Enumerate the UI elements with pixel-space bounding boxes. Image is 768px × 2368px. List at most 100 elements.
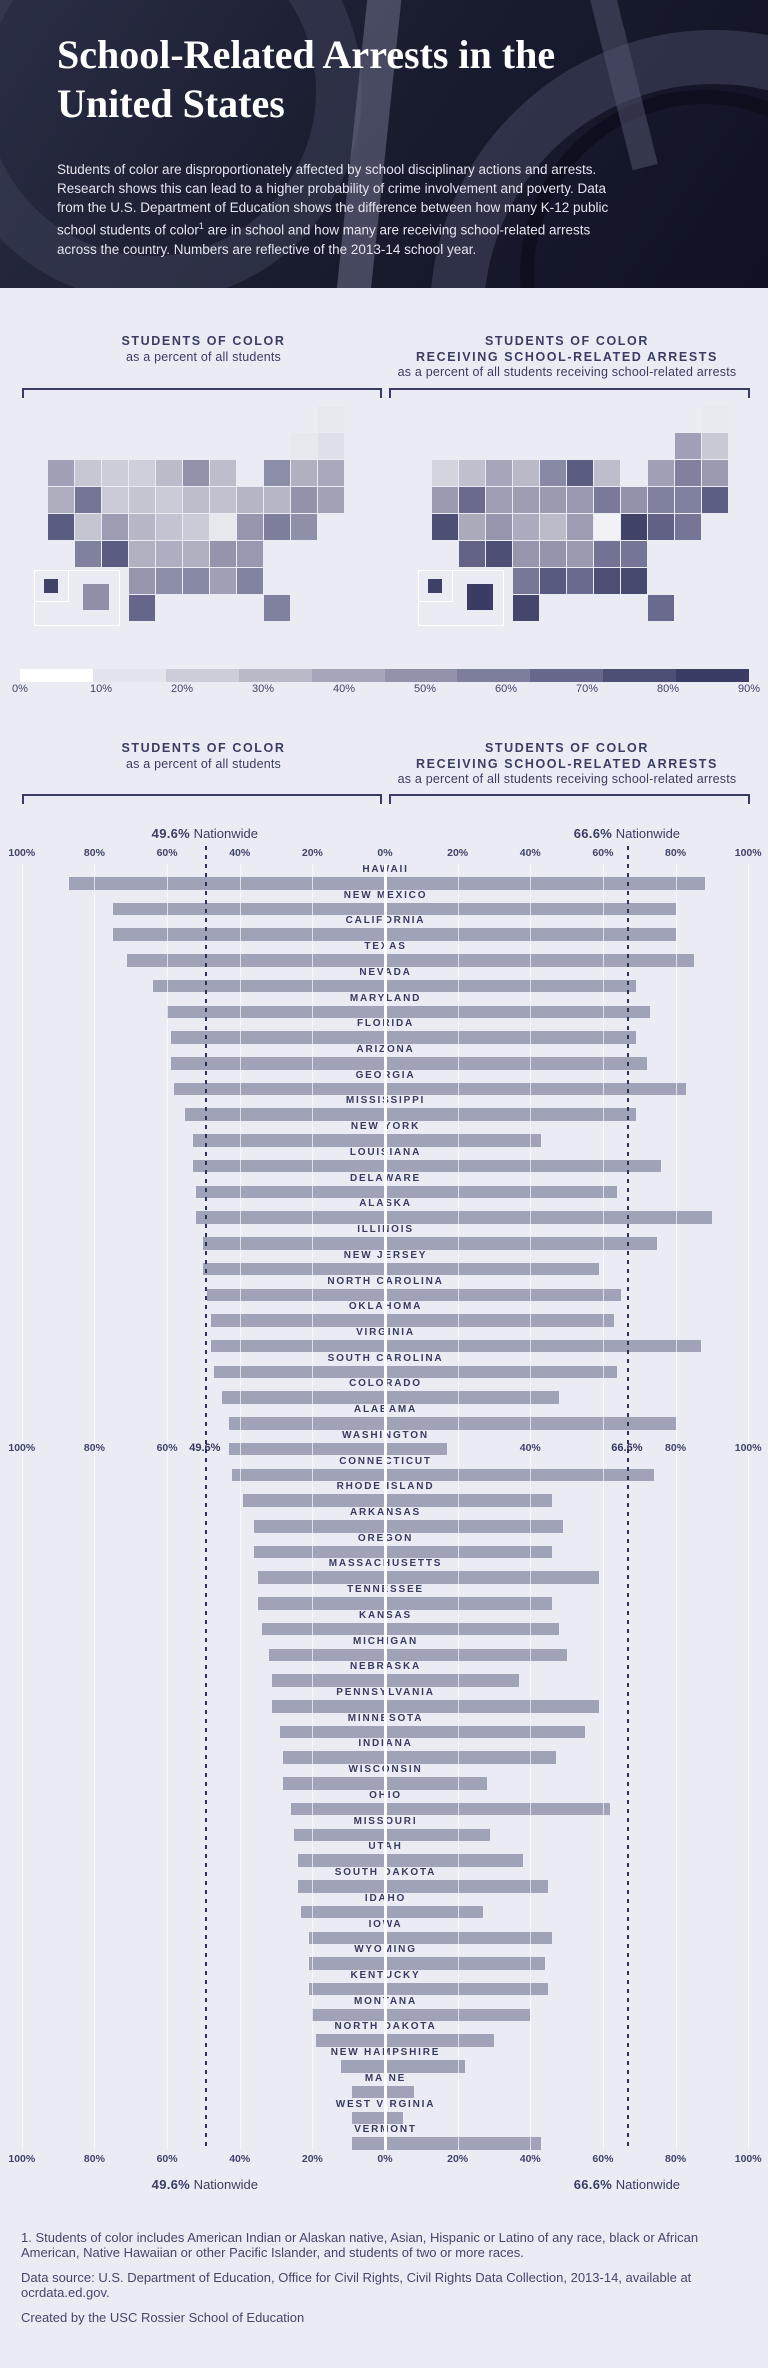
legend-swatch [603,669,677,682]
map-tile-md [264,514,290,540]
map-tile-nh [318,433,344,459]
map-tile-ia [540,487,566,513]
map-tile-ct [318,487,344,513]
bar-arrests [385,1854,524,1867]
intro-text: Students of color are disproportionately… [57,162,609,238]
legend-swatch [676,669,750,682]
map-tile-ar [540,541,566,567]
axis-tick-label: 100% [8,1442,36,1454]
map-tile-in [567,487,593,513]
gridline [239,864,241,2150]
bar-arrests [385,1700,600,1713]
map-tile-vt [291,433,317,459]
bar-students-of-color [210,1339,385,1353]
map-tile-ct [702,487,728,513]
bar-students-of-color [112,902,385,916]
gridline [457,864,459,2150]
axis-tick-label: 60% [592,2153,614,2165]
gridline [94,864,96,2150]
bar-arrests [385,2111,404,2125]
bar-arrests [385,2060,465,2073]
axis-tick-label: 80% [665,847,687,859]
bar-students-of-color [167,1005,385,1019]
bar-students-of-color [283,1777,385,1790]
bar-students-of-color [232,1468,385,1482]
map-tile-ri [702,460,728,486]
map-tile-mn [156,460,182,486]
gridline [530,864,532,2150]
map-tile-ak [467,584,493,610]
legend-swatch [165,669,239,682]
map-tile-de [291,514,317,540]
legend-swatch [457,669,531,682]
legend-tick-label: 0% [12,683,28,695]
diverging-bar-chart: 49.6% Nationwide 66.6% Nationwide 100% 80… [8,800,761,2200]
map-tile-de [675,514,701,540]
bar-students-of-color [196,1211,385,1224]
axis-tick-label: 60% [592,847,614,859]
bar-students-of-color [207,1288,385,1302]
hawaii-inset-cell [35,571,69,602]
axis-tick-label: 80% [83,847,105,859]
bar-arrests [385,1005,651,1019]
map-tile-ks [129,541,155,567]
map-tile-id [459,460,485,486]
map-right-title-line2: RECEIVING SCHOOL-RELATED ARRESTS [416,349,718,364]
chart-right-title: STUDENTS OF COLOR [484,741,649,755]
map-tile-ny [648,460,674,486]
map-tile-al [594,568,620,594]
bar-students-of-color [196,1185,385,1199]
bar-students-of-color [316,2034,385,2047]
nationwide-dashed-line-left [204,846,207,2151]
axis-tick-label: 66.6% [611,1442,643,1454]
bar-arrests [385,1468,654,1482]
bar-students-of-color [308,1957,385,1970]
map-tile-in [183,487,209,513]
bar-arrests [385,1880,549,1893]
bar-arrests [385,1520,563,1533]
bar-students-of-color [203,1262,385,1276]
map-tile-wv [210,514,236,540]
color-scale-labels: 0% 10% 20% 30% 40% 50% 60% 70% 80% 90% [12,683,760,697]
bar-students-of-color [254,1520,385,1533]
legend-tick-label: 60% [494,683,518,695]
map-tile-oh [210,487,236,513]
bar-students-of-color [170,1057,385,1070]
bar-arrests [385,1982,549,1996]
legend-tick-label: 90% [737,683,761,695]
map-tile-wi [210,460,236,486]
axis-tick-label: 100% [8,847,36,859]
map-tile-nm [102,541,128,567]
map-tile-nv [459,487,485,513]
map-tile-ok [129,568,155,594]
header-banner: School-Related Arrests in the United Sta… [0,0,768,288]
bar-arrests [385,1648,567,1662]
bar-students-of-color [341,2060,385,2073]
axis-tick-label: 20% [447,847,469,859]
gridline [21,864,23,2150]
bar-students-of-color [228,1417,385,1430]
state-row-ms: MISSISSIPPI [22,1095,749,1121]
map-left-title: STUDENTS OF COLOR [121,334,286,348]
map-tile-ia [156,487,182,513]
footnote-datasource: Data source: U.S. Department of Educatio… [21,2270,692,2300]
map-left-bracket [22,388,382,398]
map-tile-md [648,514,674,540]
map-tile-ga [621,568,647,594]
nationwide-dashed-line-right [626,846,629,2151]
map-right-title: STUDENTS OF COLOR [484,334,649,348]
legend-tick-label: 40% [332,683,356,695]
bar-students-of-color [308,1931,385,1945]
map-tile-ma [675,460,701,486]
gridline [602,864,604,2150]
bar-arrests [385,1597,553,1610]
nationwide-right-label: 66.6% Nationwide [574,2177,680,2192]
map-tile-wy [102,487,128,513]
axis-tick-label: 40% [519,2153,541,2165]
bar-arrests [385,2137,542,2150]
map-tile-nc [594,541,620,567]
map-tile-fl [264,595,290,621]
bar-students-of-color [257,1571,385,1584]
axis-tick-label: 60% [156,2153,178,2165]
